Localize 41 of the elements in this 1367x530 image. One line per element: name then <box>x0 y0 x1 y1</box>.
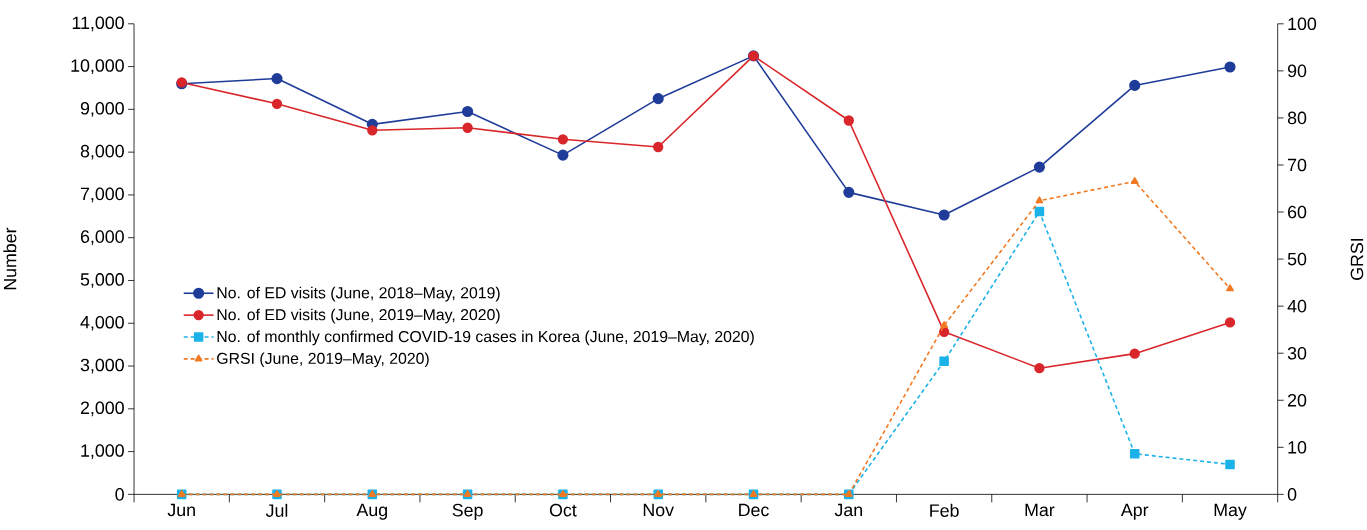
y2-axis-title: GRSI <box>1350 238 1364 280</box>
y2-tick-label: 70 <box>1288 158 1307 172</box>
x-tick-label: May <box>1214 503 1247 520</box>
x-tick-label: Nov <box>643 503 674 517</box>
x-tick-label: Jan <box>834 503 862 517</box>
y-tick-label: 3,000 <box>80 358 124 374</box>
y2-tick-label: 80 <box>1287 111 1307 125</box>
y-tick-label: 2,000 <box>80 401 124 417</box>
y-tick-label: 6,000 <box>80 230 124 246</box>
x-tick-label: Feb <box>930 503 959 517</box>
y2-tick-label: 100 <box>1288 17 1317 31</box>
y2-tick-label: 10 <box>1288 440 1307 454</box>
x-tick-label: Mar <box>1025 503 1055 517</box>
y-tick-label: 1,000 <box>81 444 124 459</box>
x-tick-label: Apr <box>1120 503 1149 520</box>
legend-label: No. of monthly confirmed COVID-19 cases in Korea (June, 2019–May, 2020) <box>217 330 754 346</box>
legend-label: No. of ED visits (June, 2018–May, 2019) <box>217 286 500 302</box>
y2-tick-label: 20 <box>1288 393 1307 407</box>
y-tick-label: 8,000 <box>80 144 124 160</box>
y2-tick-label: 50 <box>1287 252 1307 266</box>
y2-tick-label: 0 <box>1287 488 1297 501</box>
y-tick-label: 11,000 <box>72 16 124 32</box>
y-tick-label: 4,000 <box>80 315 124 331</box>
legend-label: No. of ED visits (June, 2019–May, 2020) <box>217 308 500 324</box>
x-tick-label: Dec <box>739 503 769 517</box>
x-tick-label: Aug <box>356 503 387 520</box>
y2-tick-label: 40 <box>1287 299 1307 313</box>
legend-label: GRSI (June, 2019–May, 2020) <box>217 352 429 368</box>
y-tick-label: 10,000 <box>71 59 124 74</box>
y-axis-title: Number <box>3 227 17 290</box>
y2-tick-label: 60 <box>1288 205 1307 219</box>
x-tick-label: Jul <box>265 503 288 517</box>
y2-tick-label: 30 <box>1287 346 1307 360</box>
x-tick-label: Oct <box>549 503 577 517</box>
y2-tick-label: 90 <box>1287 64 1307 78</box>
x-tick-label: Jun <box>167 503 195 517</box>
x-tick-label: Sep <box>452 503 483 520</box>
y-tick-label: 7,000 <box>80 187 124 203</box>
y-tick-label: 0 <box>115 488 124 501</box>
y-tick-label: 9,000 <box>80 101 124 117</box>
y-tick-label: 5,000 <box>80 273 124 288</box>
